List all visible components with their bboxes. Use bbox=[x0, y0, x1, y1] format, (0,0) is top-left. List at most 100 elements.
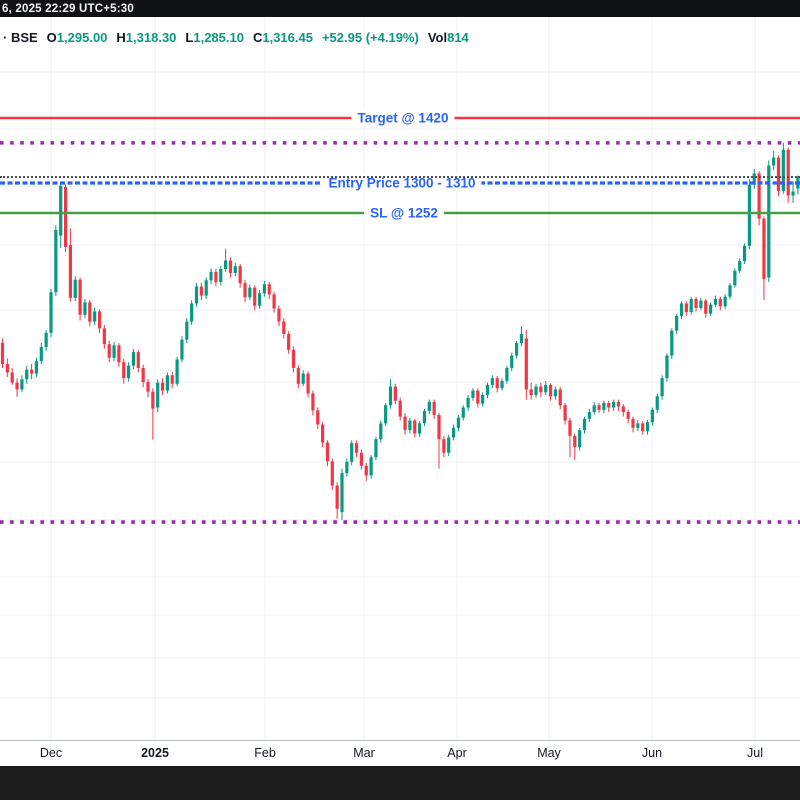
candle-body bbox=[122, 362, 126, 379]
candle-body bbox=[20, 379, 24, 390]
target-line-label[interactable]: Target @ 1420 bbox=[351, 109, 455, 127]
timestamp: 6, 2025 22:29 UTC+5:30 bbox=[2, 2, 134, 15]
month-label-apr[interactable]: Apr bbox=[447, 746, 467, 760]
candle-body bbox=[510, 355, 514, 368]
candle-body bbox=[117, 345, 121, 363]
candle-body bbox=[267, 284, 271, 295]
candle-body bbox=[335, 485, 339, 509]
entry-line-label[interactable]: Entry Price 1300 - 1310 bbox=[322, 174, 482, 192]
candle-body bbox=[655, 396, 659, 410]
candle-body bbox=[325, 442, 330, 462]
candle-body bbox=[413, 420, 417, 434]
candle-body bbox=[359, 452, 363, 466]
candle-body bbox=[102, 328, 106, 345]
top-bar: 6, 2025 22:29 UTC+5:30 bbox=[0, 0, 800, 17]
candle-body bbox=[704, 300, 708, 314]
candle-body bbox=[25, 369, 29, 380]
candle-body bbox=[752, 173, 756, 185]
candle-body bbox=[34, 361, 39, 374]
candle-body bbox=[684, 303, 688, 312]
candle-body bbox=[180, 339, 184, 360]
candle-body bbox=[718, 298, 722, 307]
candle-body bbox=[136, 352, 140, 368]
candle-body bbox=[573, 435, 577, 448]
candle-body bbox=[631, 418, 635, 428]
candle-body bbox=[563, 405, 567, 421]
candle-body bbox=[224, 260, 228, 269]
candle-body bbox=[553, 389, 557, 397]
candle-body bbox=[287, 334, 291, 350]
candle-body bbox=[757, 173, 761, 219]
candle-body bbox=[578, 430, 582, 448]
candle-body bbox=[713, 298, 718, 305]
candle-body bbox=[641, 423, 645, 432]
candle-body bbox=[160, 382, 165, 391]
candle-body bbox=[670, 330, 674, 356]
candle-body bbox=[321, 424, 325, 443]
month-label-jul[interactable]: Jul bbox=[747, 746, 763, 760]
candle-body bbox=[78, 279, 82, 315]
month-label-feb[interactable]: Feb bbox=[254, 746, 276, 760]
ohlc-legend[interactable]: · BSE O1,295.00 H1,318.30 L1,285.10 C1,3… bbox=[3, 29, 469, 45]
candle-body bbox=[767, 165, 771, 278]
candle-body bbox=[316, 410, 320, 425]
candle-body bbox=[127, 365, 131, 379]
candle-body bbox=[471, 390, 475, 398]
candle-body bbox=[146, 382, 150, 392]
candle-body bbox=[156, 382, 160, 408]
stoploss-line-label[interactable]: SL @ 1252 bbox=[364, 204, 444, 222]
candle-body bbox=[369, 457, 373, 476]
candle-body bbox=[476, 390, 480, 404]
candle-body bbox=[194, 286, 199, 304]
candle-body bbox=[733, 270, 737, 286]
candle-body bbox=[442, 439, 446, 453]
candle-body bbox=[10, 372, 14, 383]
candle-body bbox=[592, 405, 596, 413]
candle-body bbox=[228, 260, 233, 273]
candle-body bbox=[791, 191, 795, 196]
candle-body bbox=[660, 378, 664, 397]
candle-body bbox=[645, 422, 650, 432]
candle-body bbox=[544, 384, 548, 393]
candle-body bbox=[5, 363, 9, 373]
candle-body bbox=[612, 401, 616, 408]
candle-body bbox=[170, 375, 174, 384]
candle-body bbox=[539, 386, 543, 393]
candle-body bbox=[738, 261, 742, 271]
candle-body bbox=[597, 405, 601, 410]
candle-body bbox=[83, 302, 87, 315]
candle-body bbox=[379, 423, 383, 440]
candle-body bbox=[54, 229, 58, 293]
candle-body bbox=[393, 386, 397, 401]
candle-body bbox=[296, 367, 300, 384]
candle-body bbox=[742, 245, 747, 262]
last-price-line bbox=[0, 175, 800, 178]
candle-body bbox=[345, 461, 349, 474]
candle-body bbox=[257, 293, 262, 306]
candle-body bbox=[388, 386, 393, 406]
month-label-mar[interactable]: Mar bbox=[353, 746, 375, 760]
candle-body bbox=[199, 286, 203, 296]
candle-body bbox=[15, 382, 19, 390]
candle-body bbox=[519, 334, 524, 344]
candle-body bbox=[97, 311, 102, 329]
candle-body bbox=[461, 407, 465, 418]
month-label-dec[interactable]: Dec bbox=[39, 746, 63, 760]
candle-body bbox=[243, 283, 247, 298]
candle-body bbox=[456, 417, 460, 428]
candle-body bbox=[587, 412, 591, 419]
month-label-may[interactable]: May bbox=[537, 746, 561, 760]
candle-body bbox=[107, 344, 111, 358]
month-label-jun[interactable]: Jun bbox=[641, 746, 663, 760]
month-label-2025[interactable]: 2025 bbox=[141, 746, 169, 760]
candle-body bbox=[490, 378, 494, 385]
candle-body bbox=[776, 157, 781, 191]
candle-body bbox=[175, 359, 179, 384]
candle-body bbox=[616, 401, 621, 407]
candle-body bbox=[762, 218, 766, 280]
time-axis[interactable]: Dec 2025 Feb Mar Apr May Jun Jul bbox=[0, 740, 800, 766]
candle-body bbox=[408, 420, 412, 431]
candle-body bbox=[447, 437, 451, 453]
candle-body bbox=[185, 321, 189, 340]
candle-body bbox=[151, 391, 155, 409]
